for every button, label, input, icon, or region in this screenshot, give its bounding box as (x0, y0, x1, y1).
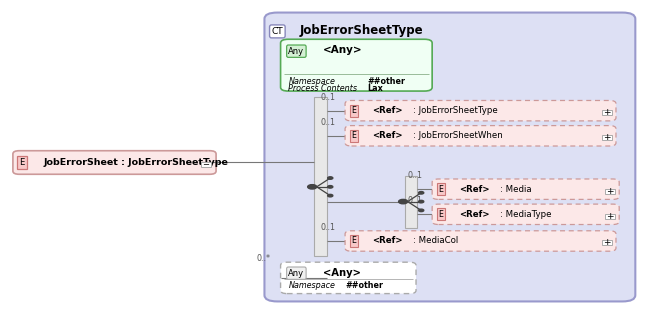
Text: 0..1: 0..1 (408, 171, 422, 180)
Text: E: E (352, 131, 357, 140)
FancyBboxPatch shape (281, 262, 416, 294)
Text: Process Contents: Process Contents (288, 84, 357, 93)
Text: : JobErrorSheetType: : JobErrorSheetType (413, 106, 497, 115)
FancyBboxPatch shape (13, 151, 216, 174)
Bar (602, 241, 612, 246)
Text: 0..1: 0..1 (408, 196, 422, 205)
Text: +: + (603, 108, 611, 117)
Text: <Any>: <Any> (322, 45, 362, 55)
Circle shape (328, 177, 333, 179)
Text: +: + (606, 212, 614, 221)
Text: <Ref>: <Ref> (459, 185, 490, 194)
Text: ##other: ##other (368, 77, 406, 86)
FancyBboxPatch shape (345, 126, 616, 146)
Circle shape (419, 209, 424, 212)
Text: 0..1: 0..1 (321, 93, 335, 101)
Bar (605, 188, 615, 193)
Text: E: E (352, 106, 357, 115)
Bar (602, 135, 612, 140)
Circle shape (399, 199, 408, 204)
FancyBboxPatch shape (345, 231, 616, 251)
Text: +: + (603, 238, 611, 247)
Text: Namespace: Namespace (288, 77, 335, 86)
Text: JobErrorSheetType: JobErrorSheetType (300, 24, 424, 37)
Text: Namespace: Namespace (288, 281, 335, 290)
Text: : JobErrorSheetWhen: : JobErrorSheetWhen (413, 131, 502, 140)
Text: Lax: Lax (368, 84, 383, 93)
Text: <Any>: <Any> (322, 268, 361, 278)
Bar (602, 110, 612, 115)
Text: 0..1: 0..1 (321, 118, 335, 127)
FancyBboxPatch shape (264, 13, 635, 301)
Text: : Media: : Media (500, 185, 531, 194)
Text: <Ref>: <Ref> (459, 210, 490, 219)
Text: +: + (603, 133, 611, 142)
Text: : MediaCol: : MediaCol (413, 236, 458, 246)
Text: E: E (19, 158, 25, 167)
Text: −: − (203, 160, 209, 169)
Circle shape (419, 200, 424, 203)
Text: <Ref>: <Ref> (372, 131, 402, 140)
Text: 0..*: 0..* (256, 254, 270, 263)
Circle shape (308, 185, 317, 189)
Bar (201, 162, 211, 167)
Text: E: E (439, 210, 444, 219)
Text: <Ref>: <Ref> (372, 106, 402, 115)
Text: Any: Any (288, 269, 304, 278)
Text: ##other: ##other (345, 281, 383, 290)
Text: Any: Any (288, 47, 304, 56)
Text: E: E (352, 236, 357, 246)
Text: : MediaType: : MediaType (500, 210, 551, 219)
FancyBboxPatch shape (281, 39, 432, 91)
Text: <Ref>: <Ref> (372, 236, 402, 246)
FancyBboxPatch shape (345, 100, 616, 121)
Bar (605, 214, 615, 219)
Bar (405, 176, 417, 228)
Text: E: E (439, 185, 444, 194)
Text: 0..1: 0..1 (321, 223, 335, 232)
Bar (314, 97, 327, 256)
Circle shape (419, 192, 424, 194)
Circle shape (328, 194, 333, 197)
FancyBboxPatch shape (432, 204, 619, 225)
Text: +: + (606, 187, 614, 196)
Text: JobErrorSheet : JobErrorSheetType: JobErrorSheet : JobErrorSheetType (43, 158, 228, 167)
FancyBboxPatch shape (432, 179, 619, 199)
Text: CT: CT (272, 27, 283, 36)
Circle shape (328, 186, 333, 188)
